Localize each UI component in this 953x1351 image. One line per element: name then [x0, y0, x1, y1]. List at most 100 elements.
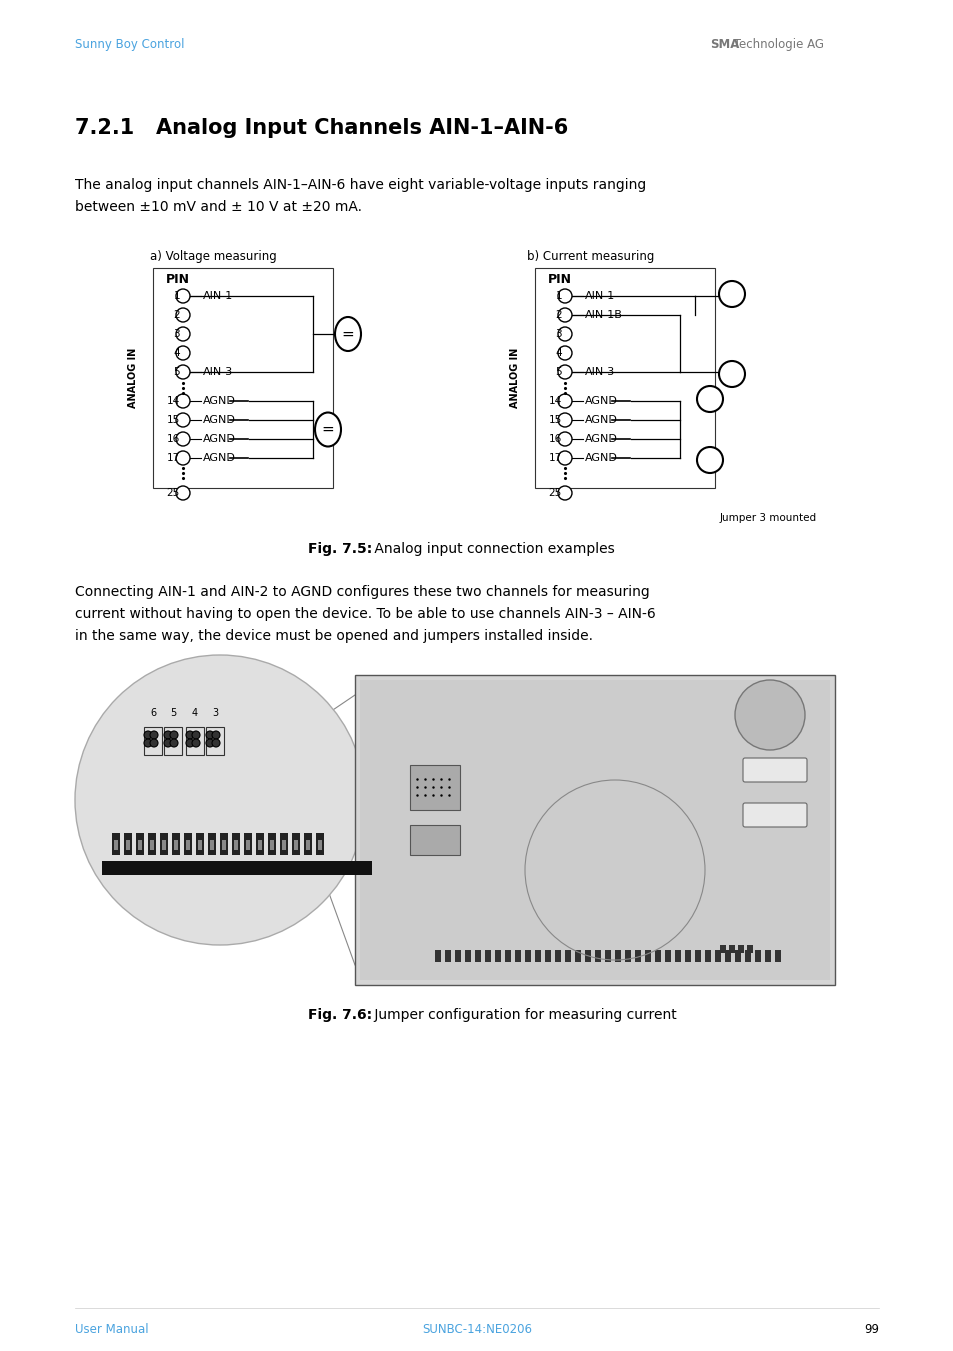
Text: 4: 4 — [555, 349, 561, 358]
Circle shape — [212, 739, 220, 747]
Bar — [744, 950, 750, 962]
Bar — [138, 840, 142, 850]
Bar — [160, 834, 168, 855]
Text: Jumper configuration for measuring current: Jumper configuration for measuring curre… — [370, 1008, 676, 1021]
Bar — [257, 840, 262, 850]
Circle shape — [164, 731, 172, 739]
Circle shape — [175, 432, 190, 446]
Text: 15: 15 — [167, 415, 180, 426]
Text: 17: 17 — [167, 453, 180, 463]
Text: Fig. 7.5:: Fig. 7.5: — [308, 542, 372, 557]
Bar — [555, 950, 560, 962]
Bar — [246, 840, 250, 850]
Bar — [774, 950, 781, 962]
Text: AIN-1B: AIN-1B — [584, 309, 622, 320]
Circle shape — [175, 413, 190, 427]
Circle shape — [175, 451, 190, 465]
Bar — [220, 834, 228, 855]
Circle shape — [150, 739, 158, 747]
Bar — [604, 950, 610, 962]
Bar — [595, 950, 600, 962]
Bar — [102, 861, 372, 875]
Bar — [720, 944, 725, 952]
Text: User Manual: User Manual — [75, 1323, 149, 1336]
Text: AGND: AGND — [203, 434, 235, 444]
Circle shape — [697, 447, 722, 473]
Bar — [206, 727, 224, 755]
Bar — [150, 840, 153, 850]
Bar — [484, 950, 491, 962]
Text: PIN: PIN — [547, 273, 572, 286]
Bar — [306, 840, 310, 850]
Bar — [734, 950, 740, 962]
Circle shape — [175, 365, 190, 380]
FancyBboxPatch shape — [742, 802, 806, 827]
Circle shape — [75, 655, 365, 944]
Bar — [746, 944, 752, 952]
Text: The analog input channels AIN-1–AIN-6 have eight variable-voltage inputs ranging: The analog input channels AIN-1–AIN-6 ha… — [75, 178, 645, 192]
Text: AIN-1: AIN-1 — [203, 290, 233, 301]
Text: Sunny Boy Control: Sunny Boy Control — [75, 38, 184, 51]
Text: in the same way, the device must be opened and jumpers installed inside.: in the same way, the device must be open… — [75, 630, 593, 643]
Circle shape — [144, 739, 152, 747]
Circle shape — [558, 432, 572, 446]
Circle shape — [212, 731, 220, 739]
Bar — [126, 840, 130, 850]
Bar — [584, 950, 590, 962]
Bar — [294, 840, 297, 850]
Circle shape — [170, 731, 178, 739]
Text: Jumper 3 mounted: Jumper 3 mounted — [720, 513, 817, 523]
Bar — [455, 950, 460, 962]
Bar — [575, 950, 580, 962]
Bar — [124, 834, 132, 855]
Bar — [144, 727, 162, 755]
Bar — [544, 950, 551, 962]
Text: SMA: SMA — [709, 38, 739, 51]
Text: ANALOG IN: ANALOG IN — [510, 347, 519, 408]
Text: current without having to open the device. To be able to use channels AIN-3 – AI: current without having to open the devic… — [75, 607, 655, 621]
Text: 25: 25 — [167, 488, 180, 499]
Bar — [282, 840, 286, 850]
Text: AGND: AGND — [584, 453, 618, 463]
Text: Fig. 7.6:: Fig. 7.6: — [308, 1008, 372, 1021]
Bar — [684, 950, 690, 962]
Bar — [244, 834, 252, 855]
Text: AGND: AGND — [203, 396, 235, 407]
Text: Analog input connection examples: Analog input connection examples — [370, 542, 614, 557]
Circle shape — [186, 739, 193, 747]
Bar — [535, 950, 540, 962]
Bar — [315, 834, 324, 855]
Bar — [655, 950, 660, 962]
Text: 14: 14 — [548, 396, 561, 407]
Bar — [173, 840, 178, 850]
Text: 3: 3 — [555, 330, 561, 339]
FancyBboxPatch shape — [742, 758, 806, 782]
Bar — [304, 834, 312, 855]
Bar — [112, 834, 120, 855]
Bar — [764, 950, 770, 962]
Text: AGND: AGND — [584, 396, 618, 407]
Circle shape — [186, 731, 193, 739]
Circle shape — [558, 327, 572, 340]
Text: 16: 16 — [167, 434, 180, 444]
Bar — [515, 950, 520, 962]
Circle shape — [719, 281, 744, 307]
Circle shape — [175, 394, 190, 408]
Bar — [504, 950, 511, 962]
Text: 6: 6 — [150, 708, 156, 717]
Text: Technologie AG: Technologie AG — [729, 38, 823, 51]
Text: 7.2.1   Analog Input Channels AIN-1–AIN-6: 7.2.1 Analog Input Channels AIN-1–AIN-6 — [75, 118, 568, 138]
Circle shape — [558, 394, 572, 408]
Bar — [475, 950, 480, 962]
Text: 16: 16 — [548, 434, 561, 444]
Bar — [222, 840, 226, 850]
Bar — [675, 950, 680, 962]
Text: PIN: PIN — [166, 273, 190, 286]
Circle shape — [144, 731, 152, 739]
Circle shape — [558, 346, 572, 359]
Bar — [164, 727, 182, 755]
Bar — [210, 840, 213, 850]
Circle shape — [175, 289, 190, 303]
Circle shape — [558, 365, 572, 380]
Text: 1: 1 — [555, 290, 561, 301]
